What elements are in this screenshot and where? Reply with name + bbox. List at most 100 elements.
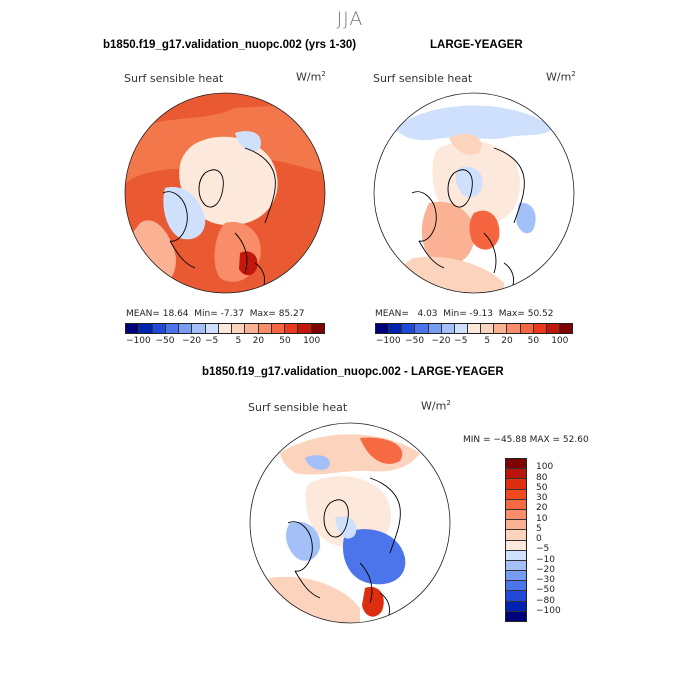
colorbar-swatch-3 xyxy=(506,489,526,500)
colorbar-label-1: −50 xyxy=(155,336,175,346)
colorbar-label-7: 100 xyxy=(551,336,569,346)
panel2-coast-north-america xyxy=(411,191,445,269)
panel2-stats: MEAN= 4.03 Min= -9.13 Max= 50.52 xyxy=(375,309,554,319)
colorbar-swatch-12 xyxy=(533,324,547,333)
colorbar-label-9: −10 xyxy=(536,554,555,565)
colorbar-label-0: −100 xyxy=(125,336,151,346)
colorbar-swatch-4 xyxy=(506,499,526,510)
panel1-map-border xyxy=(124,92,326,294)
colorbar-label-4: 20 xyxy=(536,503,548,514)
colorbar-swatch-0 xyxy=(506,459,526,470)
panel3-cool-patch xyxy=(286,521,321,561)
colorbar-swatch-5 xyxy=(441,324,455,333)
colorbar-label-6: 5 xyxy=(536,523,542,534)
colorbar-swatch-11 xyxy=(271,324,286,333)
colorbar-label-5: 10 xyxy=(536,513,548,524)
panel1-stats: MEAN= 18.64 Min= -7.37 Max= 85.27 xyxy=(126,309,305,319)
season-title: JJA xyxy=(336,8,364,30)
panel3-coast-north-america xyxy=(287,521,321,599)
colorbar-swatch-6 xyxy=(506,520,526,531)
panel3-cool-north xyxy=(305,455,330,470)
colorbar-swatch-7 xyxy=(218,324,233,333)
panel3-hot-spot xyxy=(362,586,384,617)
colorbar-swatch-6 xyxy=(454,324,468,333)
panel3-title: b1850.f19_g17.validation_nuopc.002 - LAR… xyxy=(202,366,504,378)
colorbar-label-5: 20 xyxy=(252,336,265,346)
panel2-coast-greenland xyxy=(447,169,473,208)
colorbar-swatch-12 xyxy=(285,324,299,333)
colorbar-label-5: 20 xyxy=(501,336,513,346)
panel1-coast-north-america xyxy=(162,191,196,269)
colorbar-swatch-9 xyxy=(494,324,508,333)
colorbar-swatch-1 xyxy=(506,469,526,480)
panel1-cool-area xyxy=(163,187,206,240)
panel1-cool-area-2 xyxy=(235,131,261,152)
colorbar-swatch-12 xyxy=(506,581,526,592)
colorbar-label-0: −100 xyxy=(375,336,401,346)
panel2-variable: Surf sensible heat xyxy=(373,72,473,85)
colorbar-swatch-8 xyxy=(232,324,246,333)
colorbar-label-2: 50 xyxy=(536,482,548,493)
panel1-units: W/m2 xyxy=(296,70,326,84)
colorbar-label-6: 50 xyxy=(527,336,540,346)
colorbar-label-8: −5 xyxy=(536,544,550,555)
panel2-map-border xyxy=(373,92,575,294)
colorbar-swatch-14 xyxy=(311,324,324,333)
panel2-map xyxy=(373,92,575,294)
colorbar-label-1: −50 xyxy=(405,336,425,346)
colorbar-swatch-2 xyxy=(402,324,416,333)
colorbar-label-13: −80 xyxy=(536,595,555,606)
panel2-colorbar xyxy=(375,323,573,334)
colorbar-swatch-9 xyxy=(506,550,526,561)
colorbar-swatch-4 xyxy=(179,324,193,333)
panel3-min-max: MIN = −45.88 MAX = 52.60 xyxy=(463,435,589,445)
colorbar-swatch-14 xyxy=(559,324,573,333)
panel3-strong-warm-north xyxy=(360,437,403,464)
colorbar-swatch-11 xyxy=(506,571,526,582)
colorbar-label-3: −5 xyxy=(454,336,468,346)
colorbar-swatch-1 xyxy=(389,324,403,333)
colorbar-label-7: 100 xyxy=(303,336,321,346)
colorbar-swatch-10 xyxy=(258,324,272,333)
colorbar-swatch-10 xyxy=(507,324,521,333)
colorbar-swatch-11 xyxy=(520,324,534,333)
panel3-colorbar xyxy=(505,458,527,622)
panel3-variable: Surf sensible heat xyxy=(248,401,348,414)
panel3-map-border xyxy=(249,422,451,624)
panel2-cool-patch xyxy=(516,202,536,234)
panel1-colorbar xyxy=(125,323,325,334)
colorbar-swatch-13 xyxy=(298,324,312,333)
colorbar-swatch-3 xyxy=(165,324,180,333)
colorbar-swatch-3 xyxy=(415,324,429,333)
colorbar-swatch-10 xyxy=(506,560,526,572)
colorbar-swatch-4 xyxy=(428,324,442,333)
colorbar-label-3: −5 xyxy=(205,336,219,346)
colorbar-swatch-13 xyxy=(506,591,526,602)
colorbar-label-7: 0 xyxy=(536,534,542,544)
colorbar-label-1: 80 xyxy=(536,472,548,483)
colorbar-swatch-0 xyxy=(376,324,390,333)
colorbar-label-14: −100 xyxy=(536,605,561,616)
colorbar-label-2: −20 xyxy=(182,336,202,346)
colorbar-swatch-15 xyxy=(506,611,526,621)
colorbar-swatch-6 xyxy=(205,324,219,333)
panel2-units: W/m2 xyxy=(546,70,576,84)
colorbar-label-11: −30 xyxy=(536,575,555,585)
panel1-map xyxy=(124,92,326,294)
panel1-title: b1850.f19_g17.validation_nuopc.002 (yrs … xyxy=(103,39,357,51)
colorbar-swatch-2 xyxy=(152,324,166,333)
colorbar-swatch-9 xyxy=(245,324,259,333)
colorbar-label-0: 100 xyxy=(536,462,554,473)
panel2-warm-north xyxy=(449,133,482,155)
colorbar-swatch-14 xyxy=(506,601,526,612)
colorbar-swatch-13 xyxy=(546,324,560,333)
colorbar-swatch-7 xyxy=(506,530,526,541)
colorbar-swatch-8 xyxy=(506,540,526,551)
colorbar-label-6: 50 xyxy=(279,336,291,346)
colorbar-swatch-1 xyxy=(139,324,153,333)
colorbar-label-4: 5 xyxy=(235,336,242,346)
colorbar-label-12: −50 xyxy=(536,585,555,596)
panel2-title: LARGE-YEAGER xyxy=(430,39,523,51)
colorbar-label-10: −20 xyxy=(536,564,555,575)
panel1-hot-spot xyxy=(239,251,258,276)
